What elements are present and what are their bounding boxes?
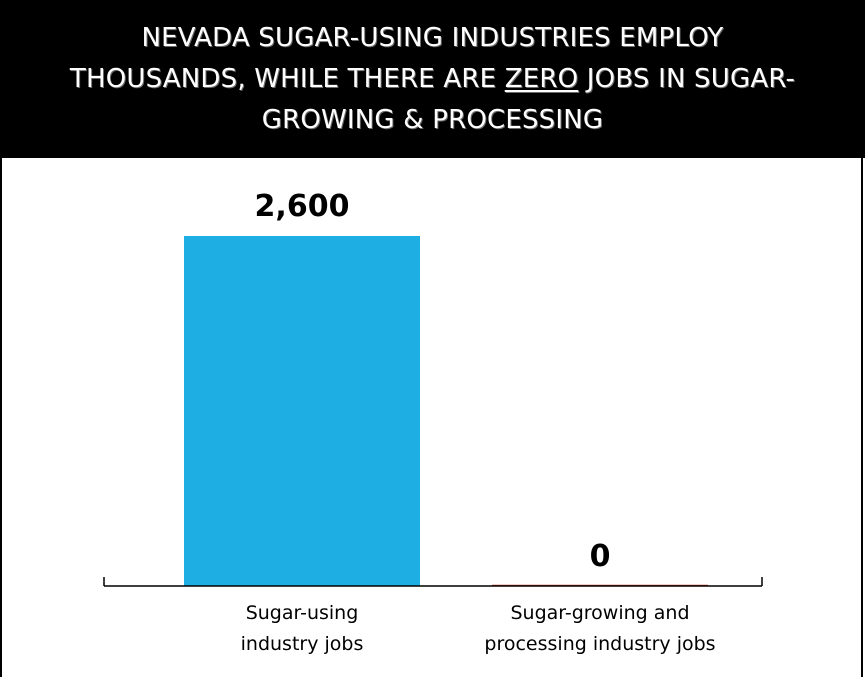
x-axis: [103, 577, 763, 587]
value-label-1: 2,600: [255, 189, 350, 224]
category-label-1-line-2: industry jobs: [241, 633, 364, 655]
category-label-2-line-2: processing industry jobs: [484, 633, 715, 655]
bar-chart: 2,600 Sugar-using industry jobs 0 Sugar-grow…: [103, 189, 763, 655]
category-label-2-line-1: Sugar-growing and: [510, 602, 689, 624]
category-label-1-line-1: Sugar-using: [246, 602, 359, 624]
chart-title-emphasis: ZERO: [504, 63, 579, 94]
chart-title-part1: NEVADA SUGAR-USING INDUSTRIES EMPLOY THO…: [69, 22, 724, 94]
bar-1: [184, 236, 420, 586]
value-label-2: 0: [590, 539, 611, 574]
chart-title: NEVADA SUGAR-USING INDUSTRIES EMPLOY THO…: [63, 18, 803, 141]
title-banner: NEVADA SUGAR-USING INDUSTRIES EMPLOY THO…: [0, 0, 865, 158]
labels-group: 2,600 Sugar-using industry jobs 0 Sugar-grow…: [241, 189, 716, 655]
chart-title-part2: JOBS IN SUGAR-GROWING & PROCESSING: [261, 63, 796, 135]
bars-group: [184, 236, 708, 587]
